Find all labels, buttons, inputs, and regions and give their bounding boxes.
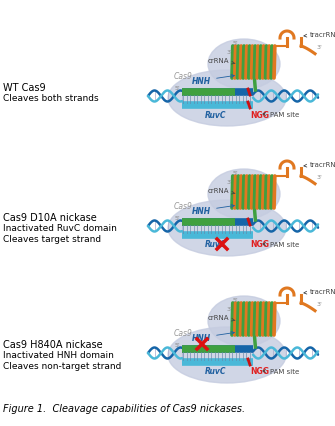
Text: Cleaves target strand: Cleaves target strand: [3, 234, 101, 243]
Text: 3': 3': [227, 50, 233, 55]
Text: crRNA: crRNA: [208, 187, 235, 195]
Ellipse shape: [208, 170, 280, 219]
Text: 5': 5': [174, 86, 180, 91]
Text: 5': 5': [233, 297, 239, 302]
Text: Cas9: Cas9: [174, 72, 193, 81]
Text: 5': 5': [174, 342, 180, 347]
Text: 3': 3': [317, 45, 323, 50]
Text: Cas9: Cas9: [174, 328, 193, 337]
Text: 3': 3': [227, 306, 233, 311]
Ellipse shape: [168, 327, 286, 383]
Text: tracrRNA: tracrRNA: [304, 32, 335, 38]
Text: Inactivated HNH domain: Inactivated HNH domain: [3, 350, 114, 359]
Ellipse shape: [208, 40, 280, 90]
Text: Inactivated RuvC domain: Inactivated RuvC domain: [3, 224, 117, 233]
Text: Cas9 D10A nickase: Cas9 D10A nickase: [3, 213, 97, 222]
Text: PAM site: PAM site: [263, 368, 299, 374]
Text: RuvC: RuvC: [205, 367, 226, 376]
Text: HNH: HNH: [192, 205, 234, 216]
Text: RuvC: RuvC: [205, 240, 226, 249]
Text: WT Cas9: WT Cas9: [3, 83, 46, 93]
Text: Cas9 H840A nickase: Cas9 H840A nickase: [3, 339, 103, 349]
Text: 5': 5': [174, 216, 180, 221]
Text: Cleaves non-target strand: Cleaves non-target strand: [3, 361, 121, 370]
Ellipse shape: [168, 71, 286, 127]
Text: PAM site: PAM site: [263, 242, 299, 248]
Text: 5': 5': [233, 170, 239, 176]
Text: Figure 1.  Cleavage capabilities of Cas9 nickases.: Figure 1. Cleavage capabilities of Cas9 …: [3, 403, 245, 413]
Ellipse shape: [168, 201, 286, 256]
Text: Cas9: Cas9: [174, 201, 193, 210]
Text: HNH: HNH: [192, 332, 234, 342]
Text: crRNA: crRNA: [208, 58, 235, 65]
Text: 5': 5': [233, 41, 239, 46]
Text: 3': 3': [317, 175, 323, 180]
Text: Cleaves both strands: Cleaves both strands: [3, 94, 98, 103]
Text: crRNA: crRNA: [208, 314, 235, 321]
Text: tracrRNA: tracrRNA: [304, 161, 335, 168]
Text: PAM site: PAM site: [263, 112, 299, 118]
Text: tracrRNA: tracrRNA: [304, 288, 335, 294]
Text: 3': 3': [317, 301, 323, 306]
Text: NGG: NGG: [250, 110, 269, 119]
Text: HNH: HNH: [192, 75, 234, 86]
Text: 3': 3': [227, 180, 233, 184]
Ellipse shape: [208, 296, 280, 346]
Text: RuvC: RuvC: [205, 110, 226, 119]
Text: NGG: NGG: [250, 367, 269, 376]
Text: NGG: NGG: [250, 240, 269, 249]
